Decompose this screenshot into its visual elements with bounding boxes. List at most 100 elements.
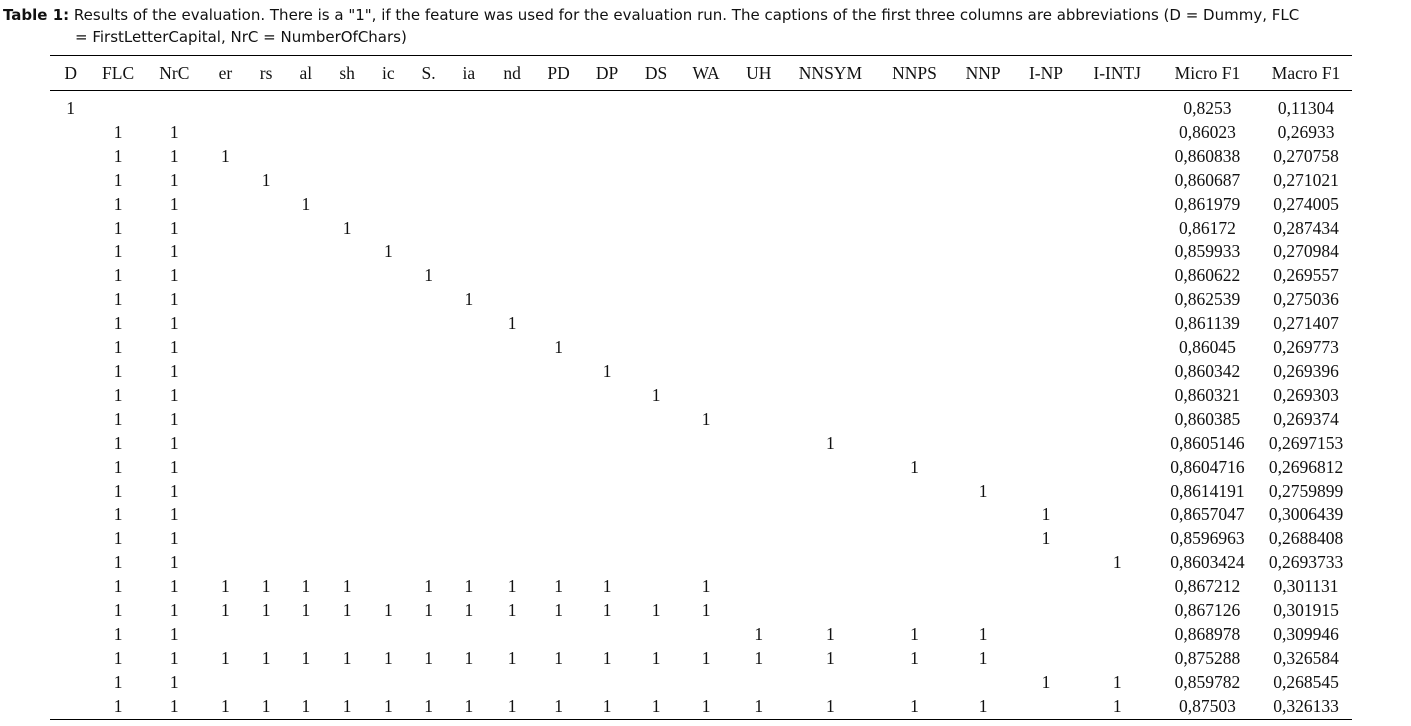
table-cell xyxy=(50,503,91,527)
table-cell xyxy=(448,671,489,695)
table-cell: 1 xyxy=(602,600,612,621)
column-header: ic xyxy=(367,55,409,91)
table-cell xyxy=(786,217,876,241)
table-cell xyxy=(448,121,489,145)
table-cell xyxy=(285,527,326,551)
column-header: UH xyxy=(731,55,786,91)
table-cell xyxy=(368,288,409,312)
table-cell xyxy=(875,169,953,193)
table-cell: 1 xyxy=(113,337,123,358)
table-row: 1 1 1 0,8605146 0,2697153 xyxy=(50,432,1352,456)
table-cell xyxy=(409,288,448,312)
table-cell xyxy=(535,288,582,312)
table-cell xyxy=(875,121,953,145)
table-cell xyxy=(247,480,285,504)
table-cell xyxy=(489,456,534,480)
table-cell: 1 xyxy=(113,576,123,597)
table-cell: 1 xyxy=(464,576,474,597)
table-cell xyxy=(786,384,876,408)
table-cell xyxy=(448,217,489,241)
table-cell xyxy=(954,551,1013,575)
table-cell xyxy=(247,527,285,551)
table-cell xyxy=(247,121,285,145)
table-cell xyxy=(732,456,786,480)
table-cell xyxy=(489,432,534,456)
table-cell xyxy=(875,575,953,599)
table-cell xyxy=(247,193,285,217)
table-cell: 1 xyxy=(301,600,311,621)
table-cell: 1 xyxy=(910,647,919,668)
column-header: ia xyxy=(448,55,490,91)
table-cell xyxy=(535,121,582,145)
table-row: 1 1 1 0,861139 0,271407 xyxy=(50,312,1352,336)
table-cell xyxy=(680,360,732,384)
table-cell xyxy=(875,217,953,241)
table-cell: 0,86172 xyxy=(1179,217,1236,238)
table-cell xyxy=(732,169,786,193)
table-cell xyxy=(732,575,786,599)
table-cell xyxy=(680,551,732,575)
table-cell xyxy=(786,360,876,384)
table-cell: 1 xyxy=(169,289,179,310)
table-cell xyxy=(954,288,1013,312)
table-cell xyxy=(409,384,448,408)
table-cell: 1 xyxy=(113,169,123,190)
column-header: rs xyxy=(247,55,286,91)
table-cell xyxy=(732,264,786,288)
table-cell: 1 xyxy=(409,694,449,720)
column-header: sh xyxy=(326,55,368,91)
table-cell xyxy=(204,671,247,695)
table-cell: 1 xyxy=(651,600,661,621)
table-cell xyxy=(1080,91,1155,121)
table-cell: 1 xyxy=(113,623,123,644)
table-cell xyxy=(732,527,786,551)
table-cell xyxy=(204,264,247,288)
results-table: D FLC NrC er rs al sh ic S. ia nd PD DP DS WA UH NNSYM NN… xyxy=(50,55,1352,720)
table-cell: 1 xyxy=(113,145,123,166)
table-cell xyxy=(632,408,680,432)
table-row: 1 1 1 0,8614191 0,2759899 xyxy=(50,480,1352,504)
column-header: NNPS xyxy=(875,55,954,91)
table-cell xyxy=(204,360,247,384)
table-cell xyxy=(632,360,680,384)
table-row: 1 1 1 0,860342 0,269396 xyxy=(50,360,1352,384)
table-cell xyxy=(954,121,1013,145)
table-cell: 0,269773 xyxy=(1273,337,1339,358)
table-row: 1 1 1 1 0,859782 0,268545 xyxy=(50,671,1352,695)
table-cell xyxy=(368,217,409,241)
table-cell: 1 xyxy=(113,313,123,334)
table-cell xyxy=(954,264,1013,288)
table-cell xyxy=(632,240,680,264)
table-cell xyxy=(204,240,247,264)
table-cell: 1 xyxy=(448,694,490,720)
table-cell xyxy=(875,193,953,217)
table-cell: 0,275036 xyxy=(1273,289,1339,310)
table-cell xyxy=(732,193,786,217)
table-cell: 1 xyxy=(507,313,517,334)
table-cell: 0,287434 xyxy=(1273,217,1339,238)
table-cell xyxy=(204,336,247,360)
table-cell xyxy=(448,336,489,360)
table-cell xyxy=(326,480,367,504)
table-cell: 1 xyxy=(342,576,352,597)
table-row: 1 1 1 1 1 1 1 1 1 1 1 1 1 1 0,867126 0,301915 xyxy=(50,599,1352,623)
table-cell: 1 xyxy=(680,694,732,720)
table-cell xyxy=(50,288,91,312)
table-cell: 1 xyxy=(1041,528,1051,549)
table-cell xyxy=(632,169,680,193)
table-cell xyxy=(632,480,680,504)
table-cell xyxy=(1012,551,1079,575)
table-row: 1 1 1 0,860838 0,270758 xyxy=(50,145,1352,169)
table-cell xyxy=(368,456,409,480)
table-cell xyxy=(582,671,632,695)
table-cell: 1 xyxy=(424,265,433,286)
table-cell xyxy=(368,91,409,121)
table-cell xyxy=(582,240,632,264)
table-cell xyxy=(535,145,582,169)
table-cell xyxy=(632,193,680,217)
table-cell: 1 xyxy=(220,600,230,621)
column-header: al xyxy=(285,55,327,91)
table-cell xyxy=(535,671,582,695)
table-cell xyxy=(204,551,247,575)
table-cell: 1 xyxy=(301,647,311,668)
